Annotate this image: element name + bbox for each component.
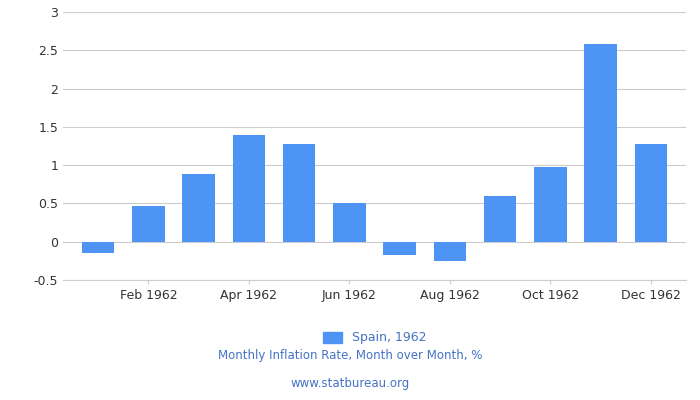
Bar: [484, 196, 517, 242]
Bar: [634, 144, 667, 242]
Bar: [283, 144, 316, 242]
Text: Monthly Inflation Rate, Month over Month, %: Monthly Inflation Rate, Month over Month…: [218, 350, 482, 362]
Legend: Spain, 1962: Spain, 1962: [318, 326, 431, 350]
Bar: [182, 174, 215, 242]
Bar: [132, 206, 164, 242]
Bar: [584, 44, 617, 242]
Bar: [333, 203, 365, 242]
Bar: [232, 134, 265, 242]
Bar: [82, 242, 115, 253]
Bar: [384, 242, 416, 255]
Text: www.statbureau.org: www.statbureau.org: [290, 378, 410, 390]
Bar: [534, 167, 567, 242]
Bar: [433, 242, 466, 261]
